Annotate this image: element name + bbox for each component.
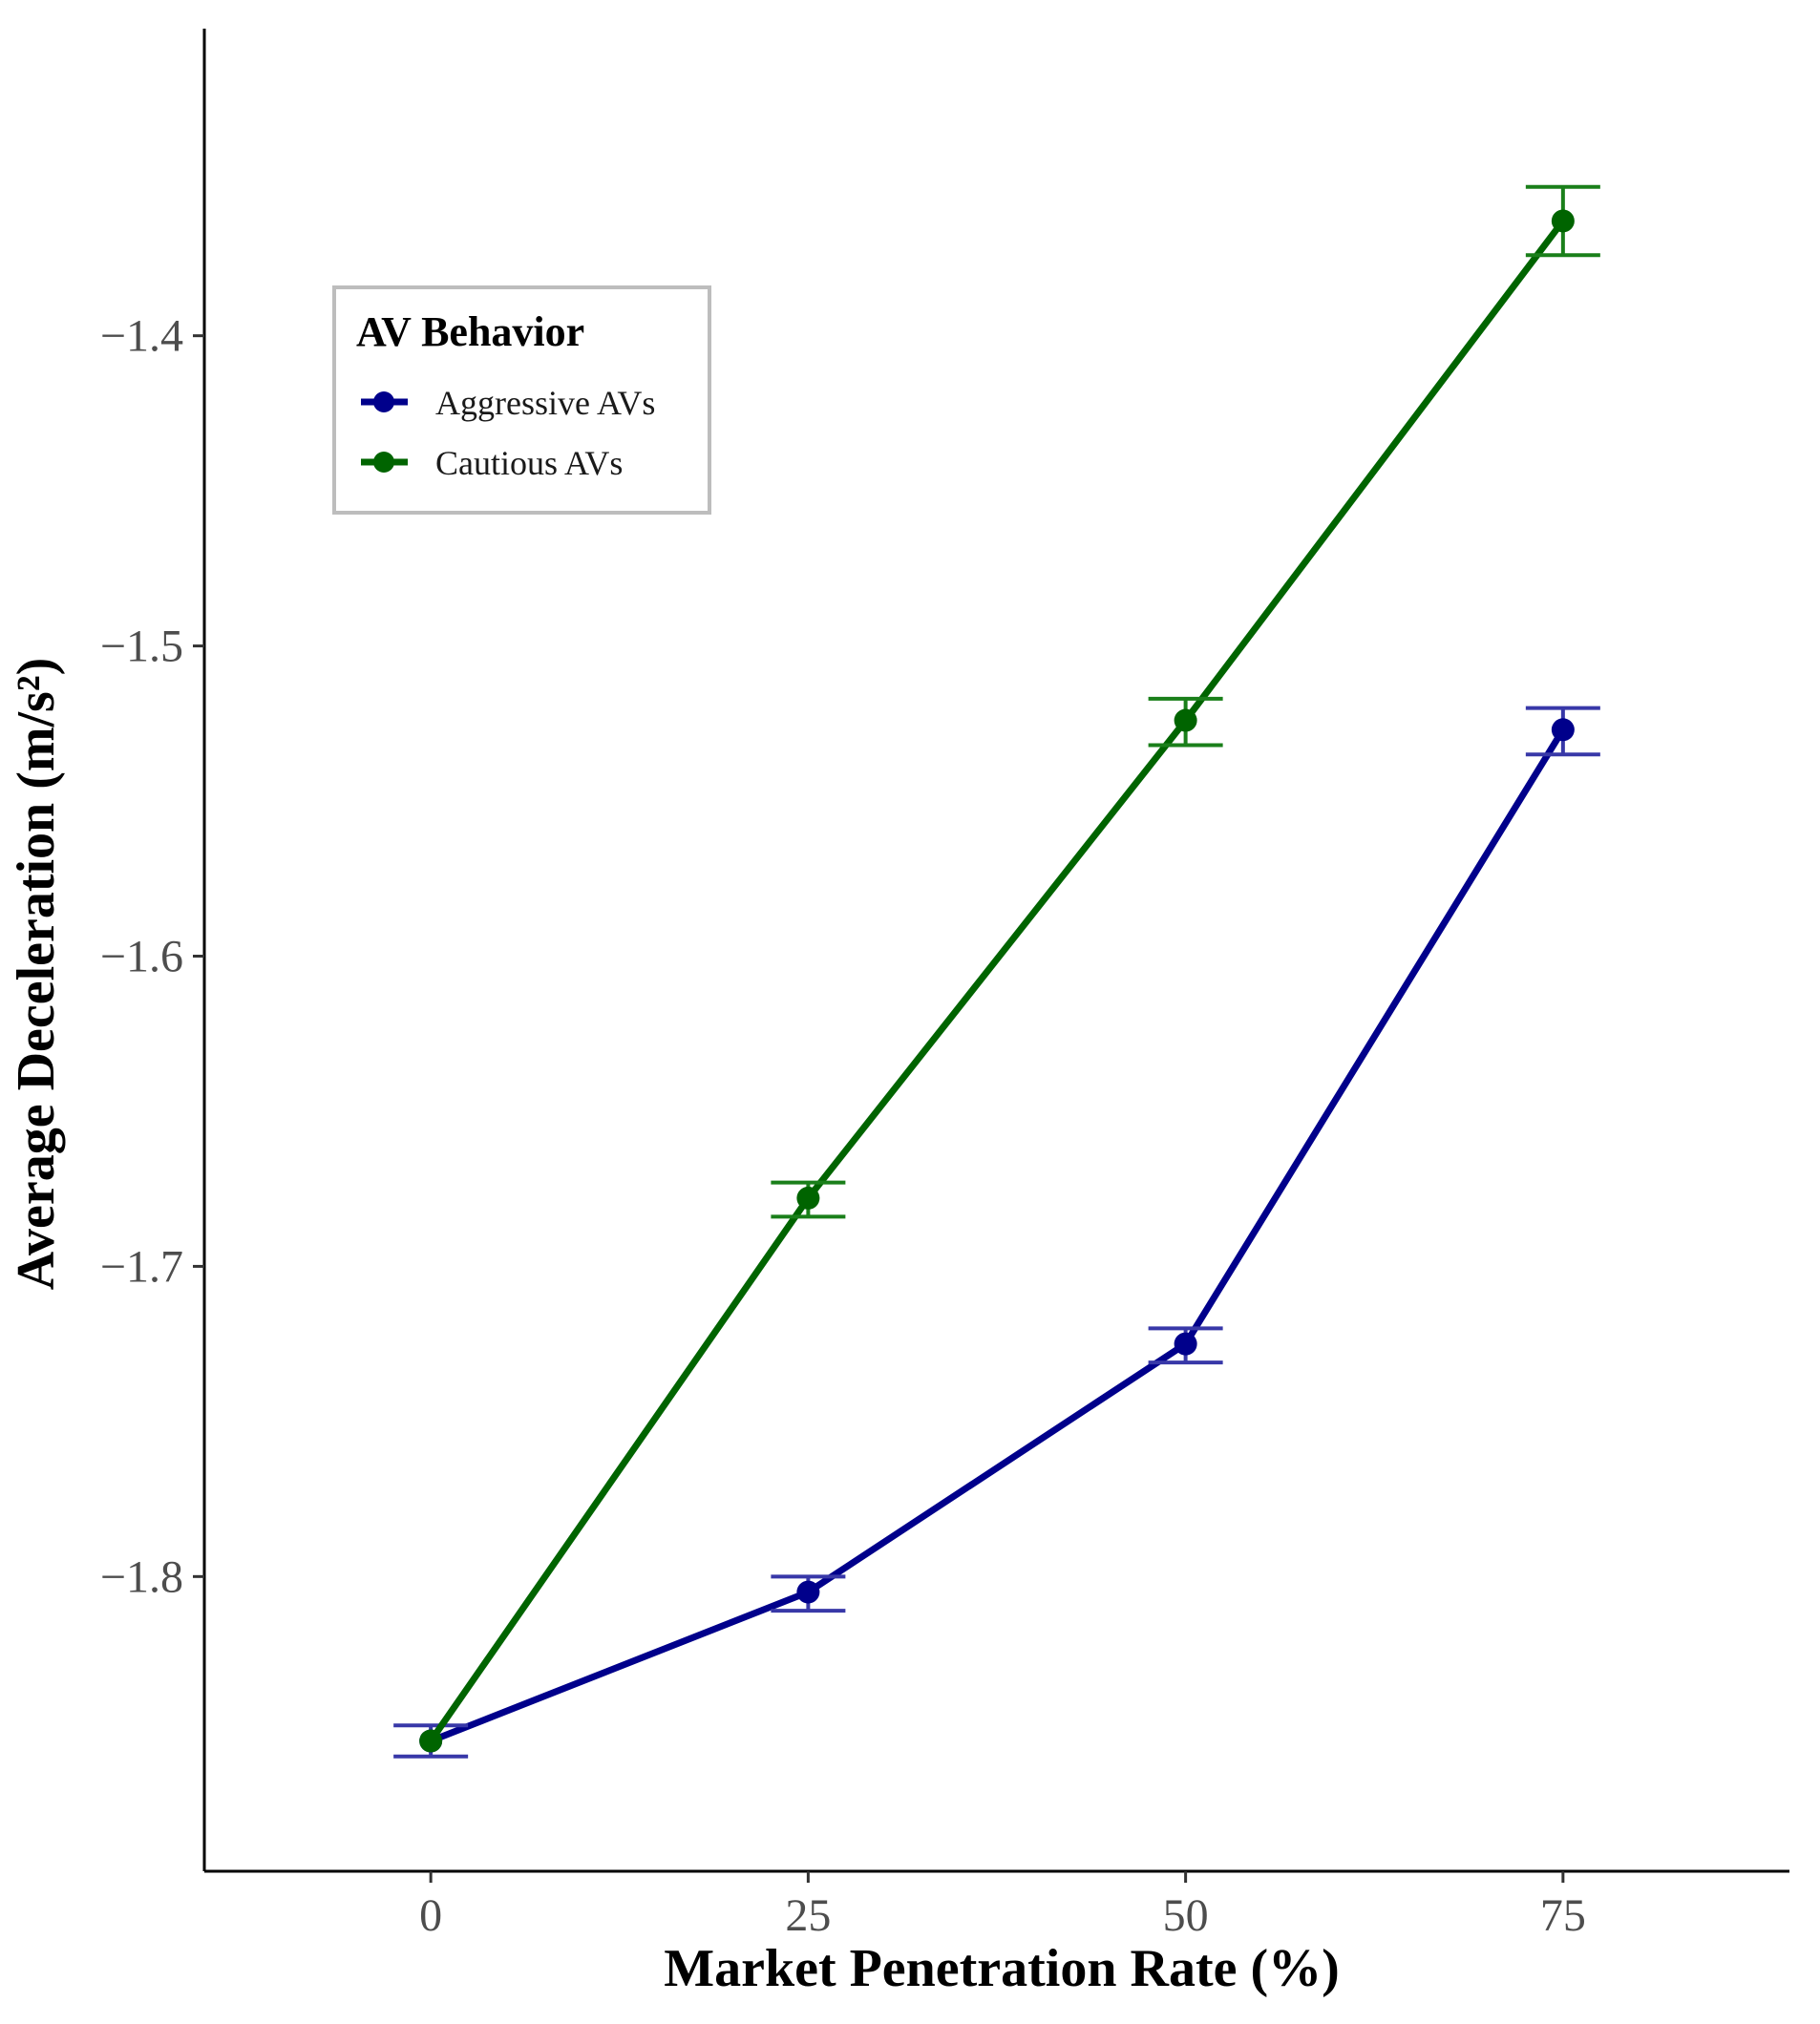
x-tick-label: 25 — [785, 1890, 831, 1941]
legend-marker-swatch — [373, 391, 394, 412]
x-tick-label: 75 — [1540, 1890, 1586, 1941]
legend-entry: Cautious AVs — [361, 444, 623, 482]
series-cautious-avs — [419, 184, 1600, 1753]
data-point — [796, 1186, 820, 1210]
legend-title: AV Behavior — [356, 308, 584, 355]
x-tick-label: 0 — [419, 1890, 442, 1941]
y-tick-label: −1.8 — [100, 1551, 183, 1602]
legend-marker-swatch — [373, 452, 394, 473]
y-tick-label: −1.4 — [100, 311, 183, 362]
legend: AV Behavior Aggressive AVs Cautious AVs — [332, 285, 711, 515]
legend-label: Cautious AVs — [435, 444, 623, 482]
legend-label: Aggressive AVs — [435, 384, 655, 422]
x-axis-title: Market Penetration Rate (%) — [664, 1939, 1340, 1998]
plot-area — [393, 184, 1600, 1759]
data-point — [419, 1729, 443, 1753]
y-tick-label: −1.6 — [100, 931, 183, 981]
data-point — [1174, 1332, 1197, 1356]
y-axis-title: Average Deceleration (m/s²) — [7, 658, 66, 1291]
x-tick-label: 50 — [1163, 1890, 1209, 1941]
data-point — [1174, 708, 1197, 732]
legend-entry: Aggressive AVs — [361, 384, 655, 422]
y-tick-label: −1.7 — [100, 1241, 183, 1292]
y-tick-label: −1.5 — [100, 622, 183, 672]
series-line-aggressive-avs — [429, 727, 1566, 1744]
series-line-cautious-avs — [428, 219, 1566, 1743]
data-point — [1551, 209, 1575, 233]
series-aggressive-avs — [393, 706, 1600, 1759]
data-point — [1551, 718, 1575, 742]
legend-entries: Aggressive AVs Cautious AVs — [361, 384, 655, 482]
x-axis-ticks: 0 25 50 75 — [419, 1871, 1586, 1941]
data-point — [796, 1580, 820, 1604]
axes: −1.8 −1.7 −1.6 −1.5 −1.4 0 25 50 75 Market Pene… — [7, 29, 1789, 1998]
y-axis-ticks: −1.8 −1.7 −1.6 −1.5 −1.4 — [100, 311, 204, 1602]
